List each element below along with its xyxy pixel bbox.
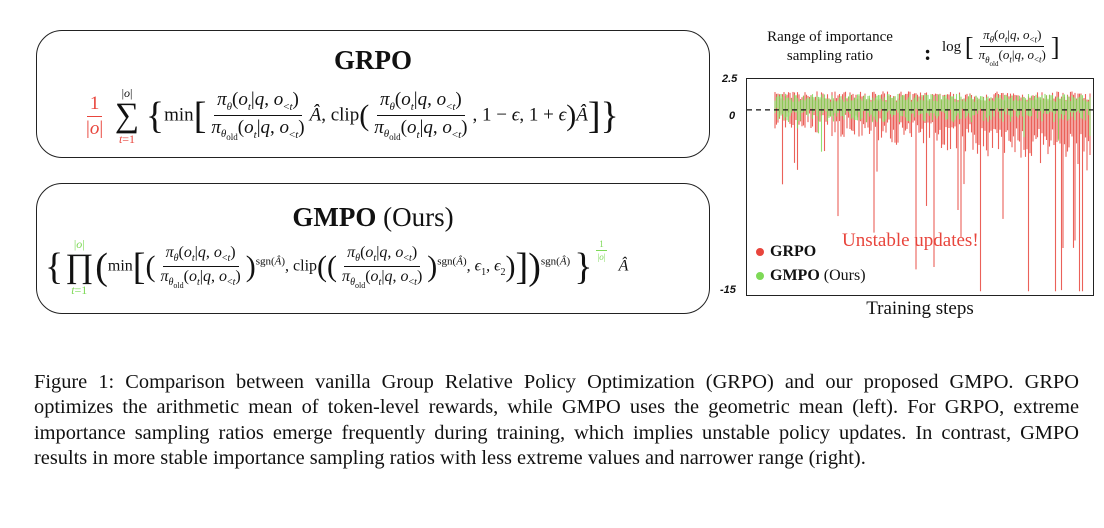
legend: GRPO GMPO (Ours): [756, 240, 866, 288]
legend-label-gmpo-suffix: (Ours): [823, 267, 866, 284]
gmpo-title: GMPO (Ours): [37, 202, 709, 233]
figure-caption: Figure 1: Comparison between vanilla Gro…: [34, 371, 1079, 470]
y-tick-label: 0: [729, 110, 736, 122]
series-gmpo: [774, 93, 1091, 152]
legend-label-grpo: GRPO: [770, 243, 817, 260]
y-tick-label: -15: [720, 284, 736, 296]
chart-header-text: Range of importance sampling ratio: [746, 28, 914, 66]
chart-header-line1: Range of importance: [767, 29, 893, 45]
legend-item-grpo: GRPO: [756, 240, 866, 264]
legend-label-gmpo: GMPO: [770, 267, 820, 284]
gmpo-formula-box: GMPO (Ours) {|o| ∏ t=1 (min[(πθ(ot|q, o<t) π…: [36, 183, 710, 314]
grpo-formula: 1 |o| |o| ∑ t=1 {min[πθ(ot|q, o<t) πθold(ot|…: [86, 86, 619, 146]
chart-header: Range of importance sampling ratio : log…: [746, 26, 1104, 78]
x-axis-label: Training steps: [866, 298, 974, 319]
plot-area: [746, 78, 1094, 296]
legend-item-gmpo: GMPO (Ours): [756, 264, 866, 288]
gmpo-title-suffix: (Ours): [383, 202, 454, 232]
y-axis-expression: log [πθ(ot|q, o<t) πθold(ot|q, o<t)]: [942, 27, 1060, 68]
gmpo-formula: {|o| ∏ t=1 (min[(πθ(ot|q, o<t) πθold(ot|q, o…: [45, 237, 629, 297]
legend-dot-grpo: [756, 248, 764, 257]
chart-header-line2: sampling ratio: [786, 48, 874, 64]
chart-header-colon: :: [924, 40, 932, 65]
y-tick-label: 2.5: [722, 73, 738, 85]
grpo-title: GRPO: [334, 45, 412, 75]
legend-dot-gmpo: [756, 272, 764, 281]
chart-annotation: Unstable updates!: [842, 230, 979, 251]
grpo-formula-box: GRPO 1 |o| |o| ∑ t=1 {min[πθ(ot|q, o<t) πθol…: [36, 30, 710, 158]
importance-ratio-chart: Range of importance sampling ratio : log…: [714, 22, 1104, 322]
gmpo-title-text: GMPO: [292, 202, 377, 232]
plot-svg: [747, 91, 1093, 292]
